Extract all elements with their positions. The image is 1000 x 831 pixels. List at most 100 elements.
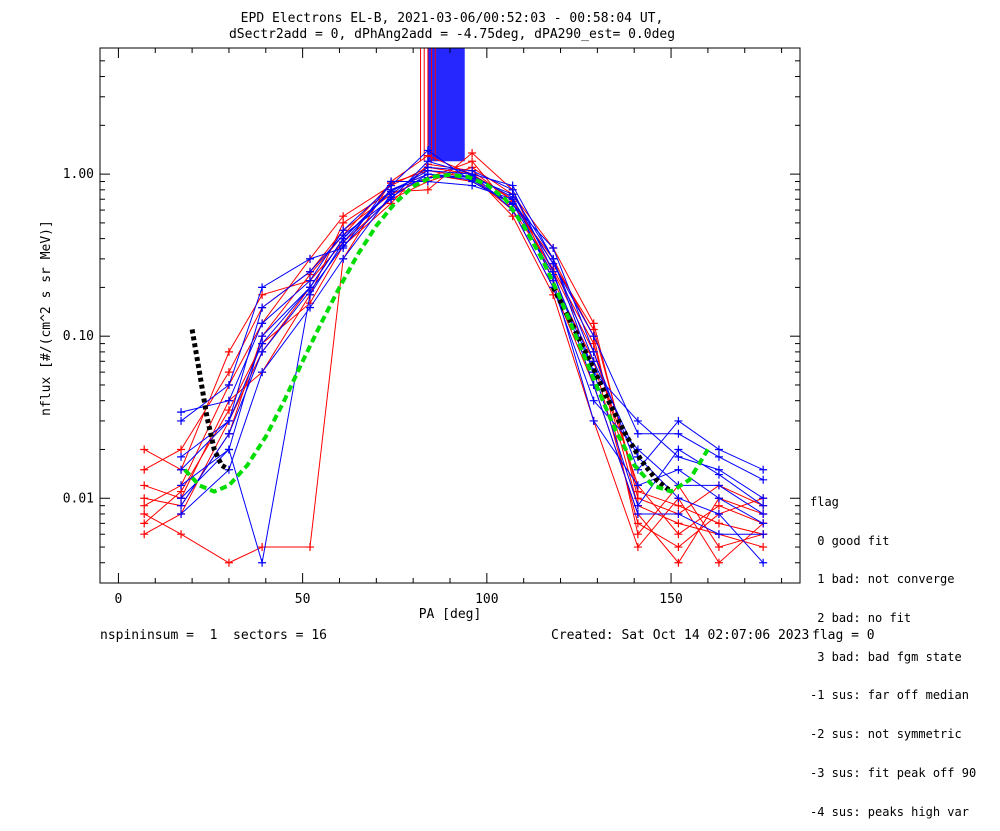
legend-title: flag bbox=[810, 494, 839, 509]
data-point bbox=[306, 543, 314, 552]
data-point bbox=[714, 452, 723, 461]
data-point bbox=[177, 501, 186, 510]
data-point bbox=[674, 416, 683, 425]
data-point bbox=[140, 519, 149, 528]
data-point bbox=[339, 234, 348, 243]
series-line bbox=[180, 149, 764, 471]
x-tick-label: 0 bbox=[115, 592, 123, 607]
data-point bbox=[140, 481, 149, 490]
data-point bbox=[177, 408, 186, 417]
data-point bbox=[258, 283, 267, 292]
data-point bbox=[589, 416, 598, 425]
data-point bbox=[674, 494, 683, 503]
data-point bbox=[339, 254, 348, 263]
data-point bbox=[177, 509, 186, 518]
data-point bbox=[224, 416, 233, 425]
data-point bbox=[674, 519, 683, 528]
data-point bbox=[258, 347, 267, 356]
data-point bbox=[633, 481, 642, 490]
y-axis-label: nflux [#/(cm^2 s sr MeV)] bbox=[39, 220, 54, 416]
data-point bbox=[759, 519, 768, 528]
data-point bbox=[224, 347, 233, 356]
footer-spin-info: nspininsum = 1 sectors = 16 bbox=[100, 628, 327, 643]
data-point bbox=[306, 287, 314, 296]
x-tick-label: 50 bbox=[295, 592, 311, 607]
data-point bbox=[633, 519, 642, 528]
data-point bbox=[589, 347, 598, 356]
data-point bbox=[714, 543, 723, 552]
data-point bbox=[674, 543, 683, 552]
chart-title-line2: dSectr2add = 0, dPhAng2add = -4.75deg, d… bbox=[229, 27, 675, 42]
data-point bbox=[759, 543, 768, 552]
data-point bbox=[714, 501, 723, 510]
data-point bbox=[633, 429, 642, 438]
data-point bbox=[306, 276, 314, 285]
data-point bbox=[140, 530, 149, 539]
data-point bbox=[224, 445, 233, 454]
data-point bbox=[508, 181, 517, 190]
legend-item: -4 sus: peaks high var bbox=[810, 804, 969, 819]
y-tick-label: 0.01 bbox=[63, 491, 94, 506]
data-point bbox=[674, 452, 683, 461]
data-point bbox=[714, 481, 723, 490]
data-point bbox=[224, 396, 233, 405]
data-point bbox=[549, 254, 558, 263]
series-line bbox=[143, 155, 764, 564]
data-point bbox=[589, 396, 598, 405]
data-point bbox=[306, 254, 314, 263]
x-tick-label: 100 bbox=[475, 592, 498, 607]
data-point bbox=[177, 465, 186, 474]
data-point bbox=[423, 185, 432, 194]
data-point bbox=[714, 470, 723, 479]
data-point bbox=[140, 494, 149, 503]
data-point bbox=[674, 509, 683, 518]
legend-item: 2 bad: no fit bbox=[810, 610, 912, 625]
data-point bbox=[224, 368, 233, 377]
data-point bbox=[674, 465, 683, 474]
data-point bbox=[759, 494, 768, 503]
footer-flag: flag = 0 bbox=[812, 628, 875, 643]
series-line bbox=[143, 166, 764, 515]
data-point bbox=[306, 267, 314, 276]
data-point bbox=[714, 519, 723, 528]
data-point bbox=[714, 558, 723, 567]
chart-title-line1: EPD Electrons EL-B, 2021-03-06/00:52:03 … bbox=[241, 11, 664, 26]
y-tick-label: 0.10 bbox=[63, 329, 94, 344]
series-line bbox=[180, 181, 764, 481]
data-point bbox=[423, 146, 432, 155]
data-point bbox=[633, 543, 642, 552]
data-point bbox=[674, 501, 683, 510]
series-line bbox=[180, 160, 764, 515]
data-point bbox=[140, 501, 149, 510]
data-point bbox=[224, 380, 233, 389]
data-point bbox=[633, 416, 642, 425]
data-point bbox=[759, 501, 768, 510]
data-point bbox=[258, 558, 267, 567]
flag-legend: flag 0 good fit 1 bad: not converge 2 ba… bbox=[810, 470, 976, 831]
data-point bbox=[177, 416, 186, 425]
data-point bbox=[140, 445, 149, 454]
data-point bbox=[759, 530, 768, 539]
chart-marks bbox=[140, 48, 768, 567]
data-point bbox=[759, 475, 768, 484]
data-point bbox=[674, 530, 683, 539]
data-point bbox=[633, 509, 642, 518]
data-point bbox=[258, 339, 267, 348]
data-point bbox=[674, 558, 683, 567]
data-point bbox=[589, 332, 598, 341]
median-curve bbox=[550, 286, 673, 494]
data-point bbox=[224, 558, 233, 567]
series-line bbox=[180, 170, 764, 564]
data-point bbox=[759, 558, 768, 567]
x-tick-label: 150 bbox=[659, 592, 682, 607]
data-point bbox=[339, 218, 348, 227]
data-point bbox=[759, 465, 768, 474]
data-point bbox=[468, 148, 477, 157]
data-point bbox=[674, 445, 683, 454]
legend-item: 0 good fit bbox=[810, 533, 890, 548]
x-axis-label: PA [deg] bbox=[419, 607, 482, 622]
data-point bbox=[508, 199, 517, 208]
data-point bbox=[674, 429, 683, 438]
series-line bbox=[180, 166, 764, 535]
data-point bbox=[140, 465, 149, 474]
